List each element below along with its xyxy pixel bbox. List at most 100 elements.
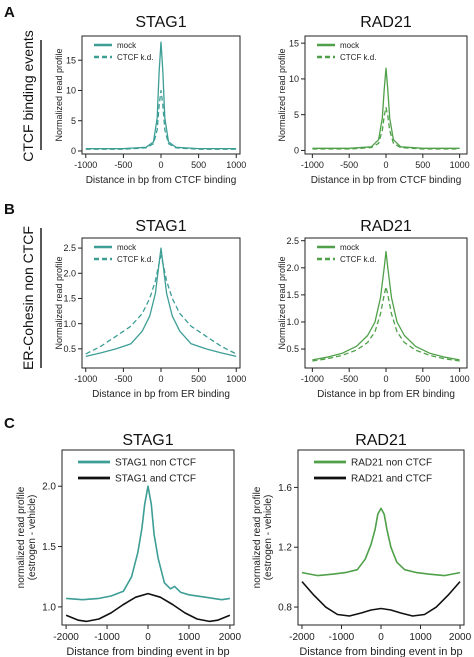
- y-tick-label: 1.5: [286, 290, 299, 300]
- x-tick-label: 500: [415, 160, 430, 170]
- x-axis-label: Distance in bp from CTCF binding: [86, 175, 237, 186]
- chart-title: RAD21: [360, 218, 412, 235]
- y-tick-label: 1.5: [63, 294, 76, 304]
- legend-label: CTCF k.d.: [117, 255, 153, 264]
- x-tick-label: -2000: [289, 632, 315, 643]
- legend-label: STAG1 non CTCF: [115, 458, 196, 469]
- y-tick-label: 0.5: [63, 344, 76, 354]
- y-tick-label: 2.5: [286, 236, 299, 246]
- x-tick-label: 1000: [450, 160, 470, 170]
- chart-b-rad21: RAD21 -1000 -500 0 500 1000 0.5 1.0 1.5 2.0 2.5 Dis…: [277, 218, 470, 400]
- x-tick-label: 1000: [226, 374, 246, 384]
- x-axis-label: Distance in bp from ER binding: [317, 389, 455, 400]
- y-tick-label: 0: [71, 146, 76, 156]
- y-tick-label: 0.5: [286, 344, 299, 354]
- plot-frame: [304, 35, 468, 155]
- x-tick-label: 0: [158, 160, 163, 170]
- legend-label: RAD21 non CTCF: [351, 458, 432, 469]
- y-tick-label: 1.0: [63, 319, 76, 329]
- plot-frame: [81, 35, 241, 155]
- y-axis-label-2: (estrogen - vehicle): [27, 495, 38, 581]
- x-axis-label: Distance from binding event in bp: [299, 646, 462, 657]
- x-tick-label: -1000: [74, 160, 97, 170]
- x-tick-label: -1000: [94, 632, 120, 643]
- y-tick-label: 10: [289, 74, 299, 84]
- x-tick-label: 0: [378, 632, 384, 643]
- legend-label: mock: [117, 243, 137, 252]
- y-axis-label-2: (estrogen - vehicle): [263, 495, 274, 581]
- y-tick-label: 1.2: [278, 543, 292, 554]
- x-axis-label: Distance in bp from ER binding: [92, 389, 230, 400]
- y-tick-label: 15: [66, 55, 76, 65]
- series-line-1: [85, 247, 237, 358]
- x-tick-label: -500: [114, 374, 132, 384]
- panel-letter-b: B: [4, 201, 15, 218]
- legend-label: mock: [340, 41, 360, 50]
- x-tick-label: 1000: [450, 374, 470, 384]
- legend-label: STAG1 and CTCF: [115, 474, 196, 485]
- series-line-2: [65, 592, 231, 623]
- series-line-1: [85, 41, 237, 150]
- x-tick-label: 2000: [449, 632, 472, 643]
- x-tick-label: -500: [340, 374, 358, 384]
- x-tick-label: 0: [145, 632, 151, 643]
- x-tick-label: 500: [191, 160, 206, 170]
- y-tick-label: 1.0: [286, 317, 299, 327]
- y-tick-label: 5: [294, 110, 299, 120]
- x-tick-label: -2000: [53, 632, 79, 643]
- x-tick-label: -1000: [301, 374, 324, 384]
- y-tick-label: 2.5: [63, 243, 76, 253]
- y-tick-label: 0.8: [278, 603, 292, 614]
- chart-title: RAD21: [355, 432, 407, 449]
- panel-letter-c: C: [4, 415, 15, 432]
- y-tick-label: 10: [66, 86, 76, 96]
- panel-letter-a: A: [4, 4, 15, 21]
- y-tick-label: 2.0: [42, 482, 56, 493]
- y-tick-label: 1.0: [42, 602, 56, 613]
- x-tick-label: 1000: [178, 632, 201, 643]
- chart-b-stag1: STAG1 -1000 -500 0 500 1000 0.5 1.0 1.5 2.0 2.5 Dis…: [54, 218, 246, 400]
- y-axis-label: Normalized read profile: [54, 256, 64, 349]
- y-tick-label: 2.0: [63, 268, 76, 278]
- chart-title: STAG1: [135, 14, 186, 31]
- chart-a-stag1: STAG1 -1000 -500 0 500 1000 0 5 10 15 Distance in …: [54, 14, 246, 186]
- y-tick-label: 1.5: [42, 542, 56, 553]
- y-axis-label: Normalized read profile: [277, 48, 287, 141]
- x-tick-label: -1000: [74, 374, 97, 384]
- x-axis-label: Distance in bp from CTCF binding: [311, 175, 462, 186]
- x-tick-label: -1000: [329, 632, 355, 643]
- y-tick-label: 2.0: [286, 263, 299, 273]
- x-axis-label: Distance from binding event in bp: [66, 646, 229, 657]
- y-tick-label: 1.6: [278, 483, 292, 494]
- x-tick-label: 1000: [409, 632, 432, 643]
- x-tick-label: 0: [383, 374, 388, 384]
- y-tick-label: 15: [289, 38, 299, 48]
- chart-a-rad21: RAD21 -1000 -500 0 500 1000 0 5 10 15 Distance in …: [277, 14, 470, 186]
- chart-c-stag1: STAG1 -2000 -1000 0 1000 2000 1.0 1.5 2.0 Distanc…: [16, 432, 241, 657]
- series-line-2: [85, 89, 237, 150]
- x-tick-label: 0: [383, 160, 388, 170]
- legend-label: mock: [117, 41, 137, 50]
- legend-label: RAD21 and CTCF: [351, 474, 432, 485]
- chart-title: STAG1: [135, 218, 186, 235]
- chart-title: STAG1: [122, 432, 173, 449]
- series-line-1: [301, 507, 461, 577]
- row-label-er-cohesin: ER-Cohesin non CTCF: [20, 226, 36, 370]
- series-line-1: [312, 67, 460, 149]
- legend-label: CTCF k.d.: [340, 255, 376, 264]
- y-tick-label: 0: [294, 146, 299, 156]
- series-line-2: [301, 581, 461, 617]
- legend-label: CTCF k.d.: [340, 53, 376, 62]
- chart-title: RAD21: [360, 14, 412, 31]
- series-line-1: [312, 250, 460, 361]
- x-tick-label: -500: [114, 160, 132, 170]
- x-tick-label: 2000: [219, 632, 242, 643]
- series-line-1: [66, 485, 231, 601]
- x-tick-label: -1000: [301, 160, 324, 170]
- y-axis-label: normalized read profile: [16, 486, 27, 588]
- x-tick-label: -500: [340, 160, 358, 170]
- series-line-2: [312, 286, 460, 362]
- y-axis-label: normalized read profile: [252, 486, 263, 588]
